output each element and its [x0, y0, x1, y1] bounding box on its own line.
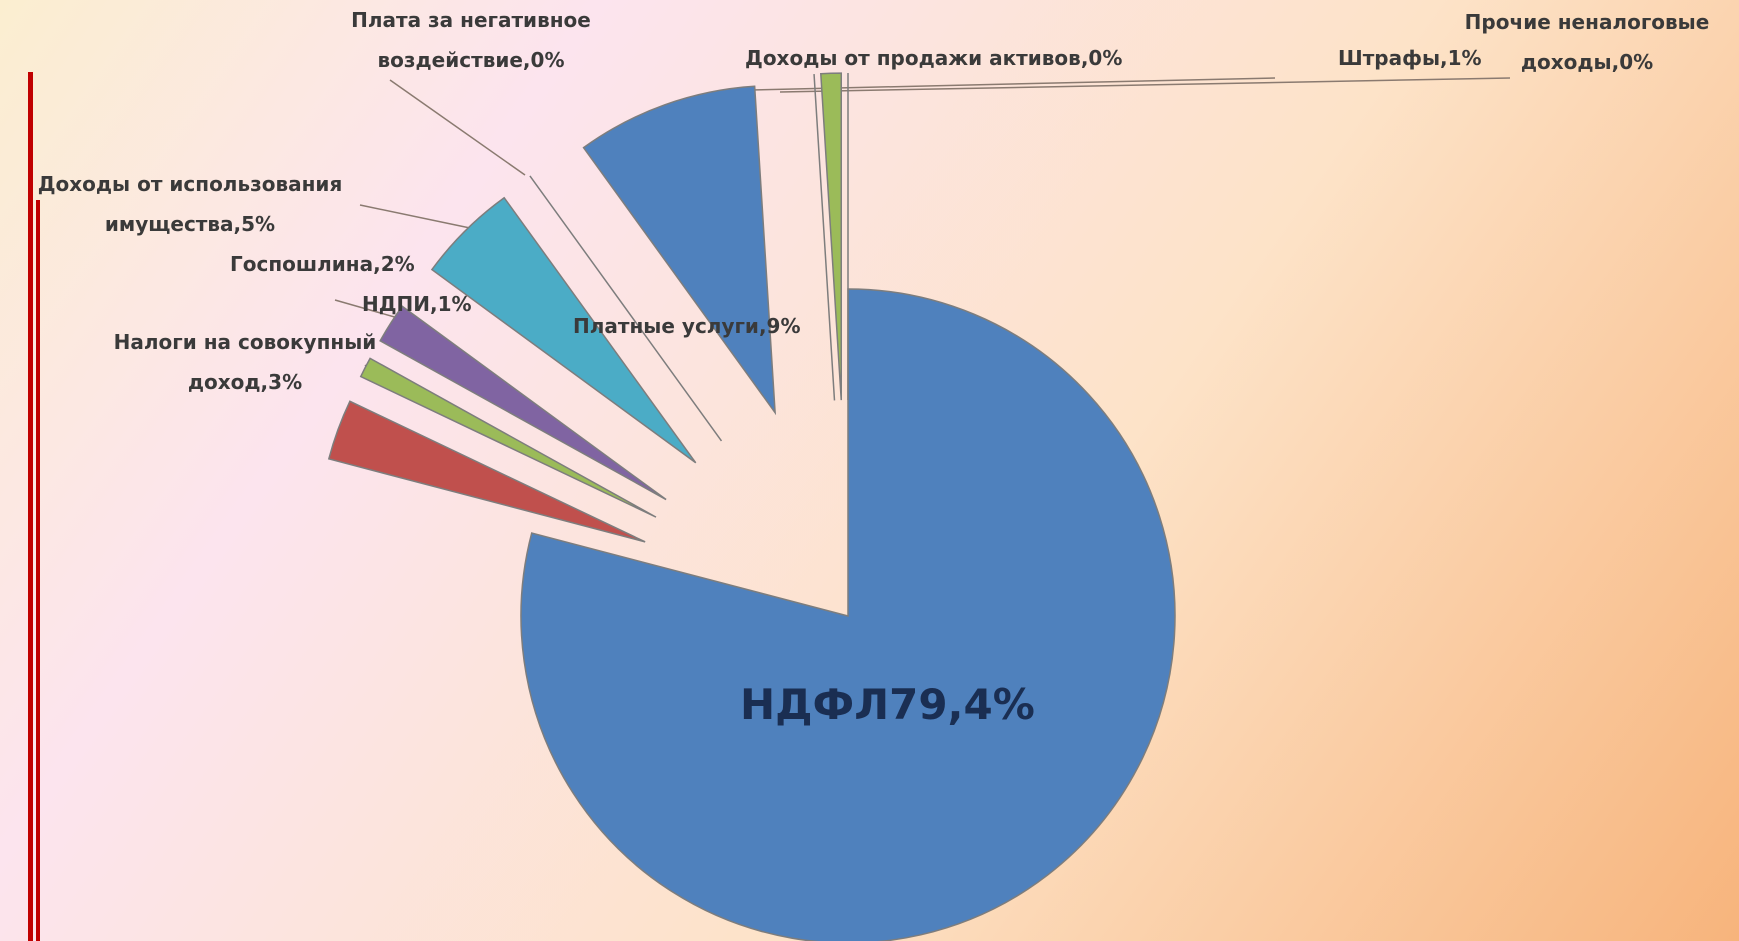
data-label: Штрафы,1%: [1338, 46, 1482, 70]
data-label: Доходы от использования имущества,5%: [37, 172, 343, 236]
pie-slice: [430, 196, 697, 464]
pie-slice: [582, 85, 777, 416]
slices: [327, 72, 1176, 941]
data-label: Плата за негативное воздействие,0%: [351, 8, 591, 72]
pie-slice: [379, 305, 667, 501]
pie-slice: [819, 72, 842, 401]
pie-slice: [359, 357, 657, 518]
data-label: Доходы от продажи активов,0%: [745, 46, 1123, 70]
data-label: Госпошлина,2%: [230, 252, 415, 276]
left-rule: [28, 72, 33, 941]
data-label: НДПИ,1%: [362, 292, 472, 316]
pie-slice: [813, 74, 836, 401]
pie-slice: [327, 400, 646, 543]
data-label: Налоги на совокупный доход,3%: [113, 330, 377, 394]
pie-slice: [520, 288, 1176, 941]
data-label: Платные услуги,9%: [573, 314, 801, 338]
data-label: Прочие неналоговые доходы,0%: [1464, 10, 1710, 74]
left-rule: [36, 200, 40, 941]
data-label: НДФЛ79,4%: [740, 680, 1035, 729]
